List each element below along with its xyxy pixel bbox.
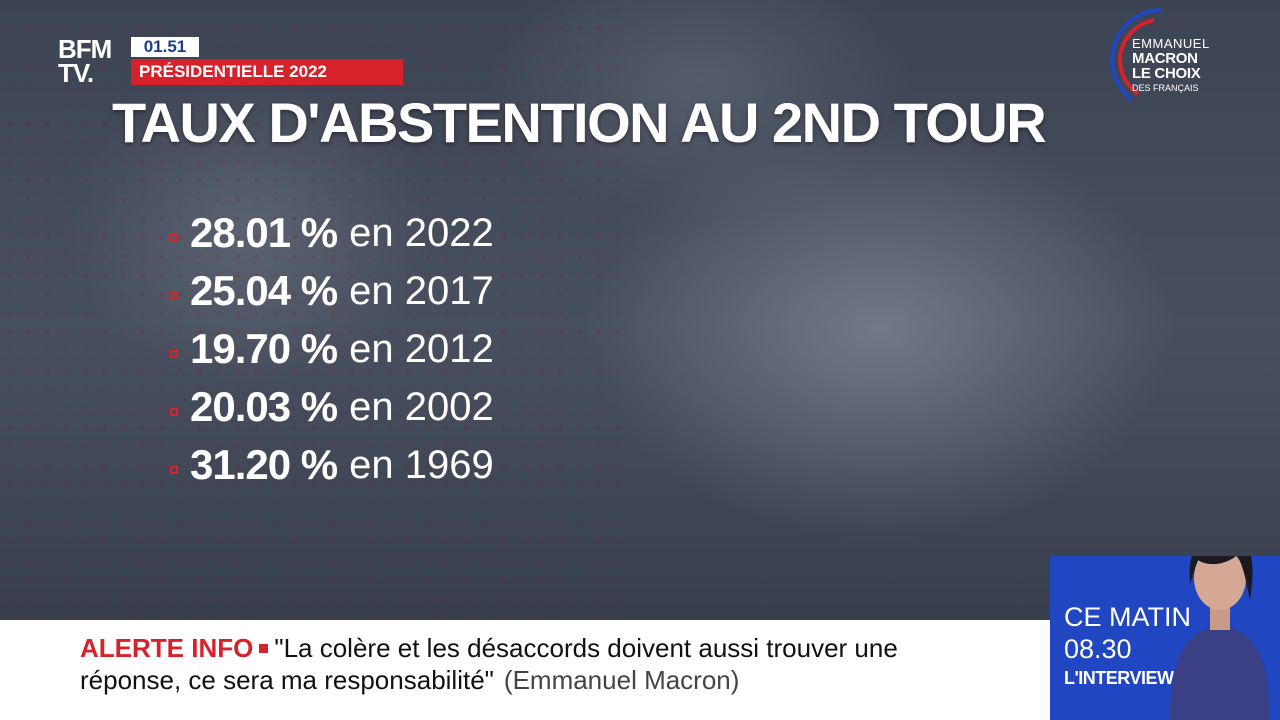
channel-logo: BFM TV. <box>58 34 126 88</box>
stat-percent: 25.04 % <box>190 267 338 314</box>
presenter-avatar <box>1170 556 1270 720</box>
stat-year: en 2022 <box>349 210 494 255</box>
emblem-line-2: MACRON <box>1132 50 1198 67</box>
logo-line-1: BFM <box>58 34 112 64</box>
bullet-square-icon <box>170 408 178 416</box>
stat-year: en 2002 <box>349 384 494 429</box>
clock: 01.51 <box>131 37 199 57</box>
stat-percent: 19.70 % <box>190 325 338 372</box>
headline: TAUX D'ABSTENTION AU 2ND TOUR <box>112 91 1047 154</box>
emblem-arc-icon <box>1109 8 1163 102</box>
list-item: 20.03 % en 2002 <box>170 378 494 436</box>
list-item: 28.01 % en 2022 <box>170 204 494 262</box>
stat-year: en 2012 <box>349 326 494 371</box>
dot-pattern-overlay <box>0 0 620 620</box>
ticker-author: (Emmanuel Macron) <box>503 665 740 695</box>
logo-line-2: TV. <box>58 58 94 88</box>
abstention-list: 28.01 % en 2022 25.04 % en 2017 19.70 % … <box>170 204 494 494</box>
bullet-square-icon <box>170 292 178 300</box>
stat-year: en 1969 <box>349 442 494 487</box>
emblem-line-1: EMMANUEL <box>1132 36 1210 51</box>
bullet-square-icon <box>170 466 178 474</box>
emblem-line-4: DES FRANÇAIS <box>1132 83 1199 93</box>
ticker-line-2: réponse, ce sera ma responsabilité" (Emma… <box>80 664 739 696</box>
campaign-emblem: EMMANUEL MACRON LE CHOIX DES FRANÇAIS <box>1092 6 1232 114</box>
alert-square-icon <box>259 643 269 653</box>
emblem-line-3: LE CHOIX <box>1132 65 1201 82</box>
alert-label: ALERTE INFO <box>80 633 254 663</box>
program-time-label: CE MATIN <box>1064 602 1191 632</box>
list-item: 31.20 % en 1969 <box>170 436 494 494</box>
ticker-line-1: ALERTE INFO "La colère et les désaccords … <box>80 632 898 664</box>
ticker-quote-1: "La colère et les désaccords doivent aus… <box>274 633 898 663</box>
bullet-square-icon <box>170 234 178 242</box>
program-tag: PRÉSIDENTIELLE 2022 <box>131 59 403 85</box>
program-time: 08.30 <box>1064 634 1132 664</box>
program-box: CE MATIN 08.30 L'INTERVIEW <box>1050 556 1280 720</box>
list-item: 19.70 % en 2012 <box>170 320 494 378</box>
news-ticker: ALERTE INFO "La colère et les désaccords … <box>0 620 1050 720</box>
stat-percent: 28.01 % <box>190 209 338 256</box>
program-name: L'INTERVIEW <box>1064 668 1174 688</box>
stat-year: en 2017 <box>349 268 494 313</box>
ticker-quote-2: réponse, ce sera ma responsabilité" <box>80 665 494 695</box>
stat-percent: 20.03 % <box>190 383 338 430</box>
list-item: 25.04 % en 2017 <box>170 262 494 320</box>
stat-percent: 31.20 % <box>190 441 338 488</box>
bullet-square-icon <box>170 350 178 358</box>
